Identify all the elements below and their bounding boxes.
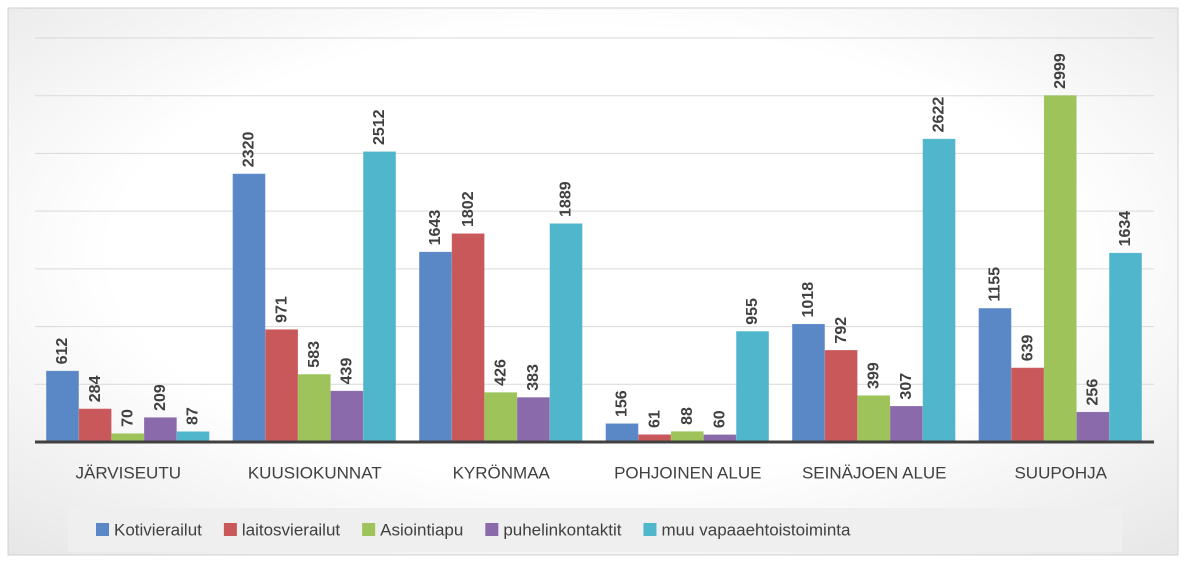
bar [144,417,177,443]
data-label: 88 [679,407,696,425]
legend-swatch [96,523,109,536]
legend-label: puhelinkontaktit [503,520,621,539]
data-label: 60 [712,410,729,428]
data-label: 256 [1085,379,1102,406]
bar [857,395,891,443]
chart-frame [7,7,1179,556]
bar [232,173,266,443]
bar [297,374,331,443]
data-label: 1634 [1117,211,1134,247]
x-tick-label: KUUSIOKUNNAT [248,463,382,482]
data-label: 383 [525,364,542,391]
data-label: 426 [492,359,509,386]
bar [1011,367,1044,443]
data-label: 61 [646,410,663,428]
bar [78,408,112,443]
bar [792,323,825,443]
bar [1043,95,1077,443]
legend-box [68,508,1122,552]
legend-label: Kotivierailut [114,520,202,539]
bar [46,370,79,443]
bar [605,423,639,443]
legend-label: Asiointiapu [380,520,463,539]
data-label: 1155 [987,267,1004,302]
bar [451,233,485,443]
data-label: 639 [1019,334,1036,361]
legend-swatch [223,523,237,536]
data-label: 307 [898,373,915,400]
bar [1076,411,1110,443]
legend-label: laitosvierailut [242,520,341,539]
x-tick-label: SEINÄJOEN ALUE [802,463,947,482]
bar [922,138,956,443]
data-label: 792 [833,317,850,344]
data-label: 1802 [460,191,477,227]
data-label: 955 [744,298,761,325]
bar [670,431,704,443]
bar [265,329,298,443]
bar [549,223,583,443]
legend-label: muu vapaaehtoistoiminta [661,520,851,539]
data-label: 2999 [1052,53,1069,89]
data-label: 399 [865,362,882,389]
data-label: 284 [87,375,104,402]
data-label: 583 [306,341,323,368]
data-label: 2622 [931,97,948,133]
bar [419,251,452,443]
x-tick-label: KYRÖNMAA [453,463,551,482]
data-label: 209 [152,384,169,411]
data-label: 1643 [427,210,444,246]
data-label: 87 [185,407,202,425]
data-label: 1889 [558,181,575,217]
legend-swatch [643,523,657,536]
legend-swatch [362,523,376,536]
bar [330,390,364,443]
data-label: 70 [119,409,136,427]
bar [978,308,1012,443]
bar [736,331,769,443]
data-label: 2320 [241,132,258,168]
bar [890,406,923,443]
bar [176,431,210,443]
bar [1109,252,1142,443]
data-label: 439 [339,358,356,385]
x-tick-label: POHJOINEN ALUE [614,463,761,482]
data-label: 612 [54,338,71,365]
data-label: 971 [273,296,290,323]
legend-swatch [485,523,499,536]
bar [824,350,858,443]
data-label: 156 [614,390,631,417]
x-tick-label: JÄRVISEUTU [76,463,182,482]
bar [363,151,396,443]
data-label: 2512 [371,109,388,145]
bar [484,392,518,443]
data-label: 1018 [800,282,817,318]
bar [517,397,550,443]
x-tick-label: SUUPOHJA [1014,463,1107,482]
